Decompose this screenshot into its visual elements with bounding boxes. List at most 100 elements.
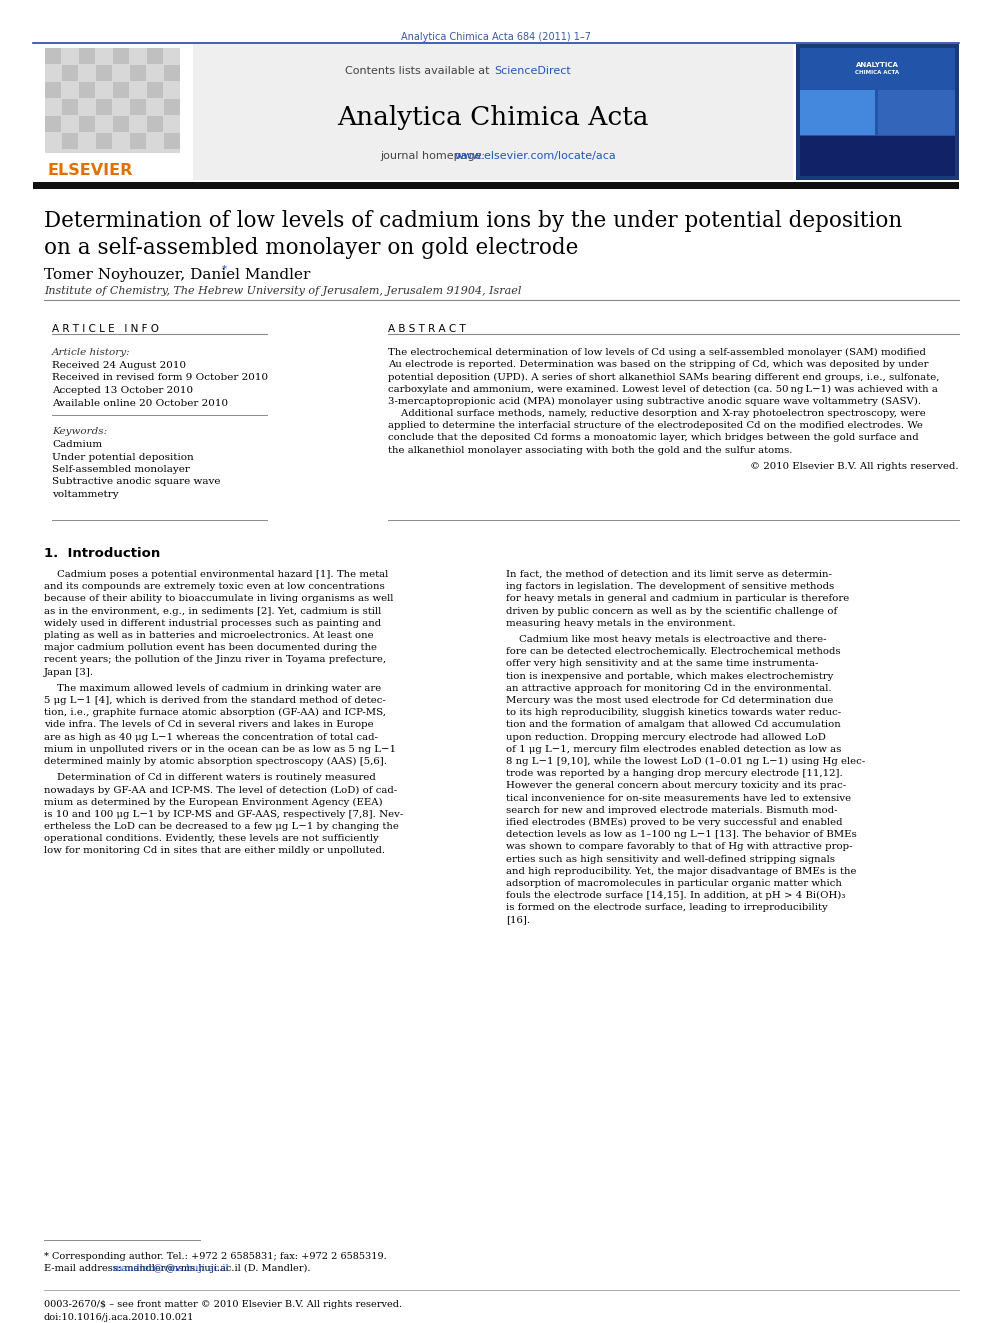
Bar: [193, 44, 793, 180]
Text: Contents lists available at: Contents lists available at: [345, 66, 493, 75]
Bar: [800, 48, 955, 176]
Text: [16].: [16].: [506, 916, 530, 925]
Bar: [800, 136, 955, 176]
Text: A R T I C L E   I N F O: A R T I C L E I N F O: [52, 324, 159, 333]
Text: ified electrodes (BMEs) proved to be very successful and enabled: ified electrodes (BMEs) proved to be ver…: [506, 818, 842, 827]
Text: journal homepage:: journal homepage:: [380, 151, 489, 161]
Bar: [45, 48, 61, 64]
Text: Au electrode is reported. Determination was based on the stripping of Cd, which : Au electrode is reported. Determination …: [388, 360, 929, 369]
Text: ScienceDirect: ScienceDirect: [494, 66, 570, 75]
Text: Tomer Noyhouzer, Daniel Mandler: Tomer Noyhouzer, Daniel Mandler: [44, 269, 310, 282]
Text: is 10 and 100 μg L−1 by ICP-MS and GF-AAS, respectively [7,8]. Nev-: is 10 and 100 μg L−1 by ICP-MS and GF-AA…: [44, 810, 404, 819]
Text: nowadays by GF-AA and ICP-MS. The level of detection (LoD) of cad-: nowadays by GF-AA and ICP-MS. The level …: [44, 786, 397, 795]
Bar: [96, 134, 112, 149]
Text: Available online 20 October 2010: Available online 20 October 2010: [52, 398, 228, 407]
Text: Self-assembled monolayer: Self-assembled monolayer: [52, 464, 189, 474]
Text: carboxylate and ammonium, were examined. Lowest level of detection (ca. 50 ng L−: carboxylate and ammonium, were examined.…: [388, 385, 937, 394]
Text: search for new and improved electrode materials. Bismuth mod-: search for new and improved electrode ma…: [506, 806, 837, 815]
Text: Mercury was the most used electrode for Cd determination due: Mercury was the most used electrode for …: [506, 696, 833, 705]
Text: to its high reproducibility, sluggish kinetics towards water reduc-: to its high reproducibility, sluggish ki…: [506, 708, 841, 717]
Text: and its compounds are extremely toxic even at low concentrations: and its compounds are extremely toxic ev…: [44, 582, 385, 591]
Text: E-mail address: mandler@vms.huji.ac.il (D. Mandler).: E-mail address: mandler@vms.huji.ac.il (…: [44, 1263, 310, 1273]
Text: Subtractive anodic square wave: Subtractive anodic square wave: [52, 478, 220, 487]
Text: determined mainly by atomic absorption spectroscopy (AAS) [5,6].: determined mainly by atomic absorption s…: [44, 757, 387, 766]
Text: Japan [3].: Japan [3].: [44, 668, 94, 676]
Text: tion, i.e., graphite furnace atomic absorption (GF-AA) and ICP-MS,: tion, i.e., graphite furnace atomic abso…: [44, 708, 386, 717]
Text: 0003-2670/$ – see front matter © 2010 Elsevier B.V. All rights reserved.: 0003-2670/$ – see front matter © 2010 El…: [44, 1301, 402, 1308]
Text: are as high as 40 μg L−1 whereas the concentration of total cad-: are as high as 40 μg L−1 whereas the con…: [44, 733, 378, 742]
Text: The maximum allowed levels of cadmium in drinking water are: The maximum allowed levels of cadmium in…: [44, 684, 381, 693]
Text: Institute of Chemistry, The Hebrew University of Jerusalem, Jerusalem 91904, Isr: Institute of Chemistry, The Hebrew Unive…: [44, 286, 522, 296]
Text: Keywords:: Keywords:: [52, 427, 107, 437]
Text: Under potential deposition: Under potential deposition: [52, 452, 193, 462]
Text: mium as determined by the European Environment Agency (EEA): mium as determined by the European Envir…: [44, 798, 383, 807]
Text: detection levels as low as 1–100 ng L−1 [13]. The behavior of BMEs: detection levels as low as 1–100 ng L−1 …: [506, 831, 857, 839]
Text: In fact, the method of detection and its limit serve as determin-: In fact, the method of detection and its…: [506, 570, 832, 579]
Bar: [79, 48, 95, 64]
Text: tion is inexpensive and portable, which makes electrochemistry: tion is inexpensive and portable, which …: [506, 672, 833, 680]
Bar: [62, 134, 78, 149]
Bar: [45, 116, 61, 132]
Text: upon reduction. Dropping mercury electrode had allowed LoD: upon reduction. Dropping mercury electro…: [506, 733, 826, 742]
Bar: [147, 48, 163, 64]
Text: Analytica Chimica Acta 684 (2011) 1–7: Analytica Chimica Acta 684 (2011) 1–7: [401, 32, 591, 42]
Text: 1.  Introduction: 1. Introduction: [44, 546, 161, 560]
Text: 8 ng L−1 [9,10], while the lowest LoD (1–0.01 ng L−1) using Hg elec-: 8 ng L−1 [9,10], while the lowest LoD (1…: [506, 757, 865, 766]
Bar: [45, 48, 180, 153]
Text: trode was reported by a hanging drop mercury electrode [11,12].: trode was reported by a hanging drop mer…: [506, 769, 843, 778]
Text: widely used in different industrial processes such as painting and: widely used in different industrial proc…: [44, 619, 381, 628]
Text: tical inconvenience for on-site measurements have led to extensive: tical inconvenience for on-site measurem…: [506, 794, 851, 803]
Bar: [878, 90, 955, 135]
Bar: [796, 44, 959, 180]
Text: conclude that the deposited Cd forms a monoatomic layer, which bridges between t: conclude that the deposited Cd forms a m…: [388, 434, 919, 442]
Bar: [130, 99, 146, 115]
Text: Analytica Chimica Acta: Analytica Chimica Acta: [337, 105, 649, 130]
Text: offer very high sensitivity and at the same time instrumenta-: offer very high sensitivity and at the s…: [506, 659, 818, 668]
Text: plating as well as in batteries and microelectronics. At least one: plating as well as in batteries and micr…: [44, 631, 374, 640]
Text: The electrochemical determination of low levels of Cd using a self-assembled mon: The electrochemical determination of low…: [388, 348, 926, 357]
Text: Determination of Cd in different waters is routinely measured: Determination of Cd in different waters …: [44, 773, 376, 782]
Bar: [79, 82, 95, 98]
Text: applied to determine the interfacial structure of the electrodeposited Cd on the: applied to determine the interfacial str…: [388, 421, 923, 430]
Text: the alkanethiol monolayer associating with both the gold and the sulfur atoms.: the alkanethiol monolayer associating wi…: [388, 446, 793, 455]
Text: voltammetry: voltammetry: [52, 490, 119, 499]
Text: © 2010 Elsevier B.V. All rights reserved.: © 2010 Elsevier B.V. All rights reserved…: [750, 462, 959, 471]
Text: low for monitoring Cd in sites that are either mildly or unpolluted.: low for monitoring Cd in sites that are …: [44, 847, 385, 856]
Text: Received 24 August 2010: Received 24 August 2010: [52, 361, 186, 370]
Text: and high reproducibility. Yet, the major disadvantage of BMEs is the: and high reproducibility. Yet, the major…: [506, 867, 856, 876]
Text: www.elsevier.com/locate/aca: www.elsevier.com/locate/aca: [455, 151, 617, 161]
Text: major cadmium pollution event has been documented during the: major cadmium pollution event has been d…: [44, 643, 377, 652]
Text: Cadmium: Cadmium: [52, 441, 102, 448]
Text: CHIMICA ACTA: CHIMICA ACTA: [855, 70, 899, 75]
Bar: [62, 65, 78, 81]
Text: fouls the electrode surface [14,15]. In addition, at pH > 4 Bi(OH)₃: fouls the electrode surface [14,15]. In …: [506, 892, 845, 901]
Text: because of their ability to bioaccumulate in living organisms as well: because of their ability to bioaccumulat…: [44, 594, 394, 603]
Text: measuring heavy metals in the environment.: measuring heavy metals in the environmen…: [506, 619, 736, 628]
Text: 5 μg L−1 [4], which is derived from the standard method of detec-: 5 μg L−1 [4], which is derived from the …: [44, 696, 386, 705]
Text: tion and the formation of amalgam that allowed Cd accumulation: tion and the formation of amalgam that a…: [506, 721, 841, 729]
Bar: [130, 134, 146, 149]
Bar: [164, 99, 180, 115]
Bar: [96, 99, 112, 115]
Text: doi:10.1016/j.aca.2010.10.021: doi:10.1016/j.aca.2010.10.021: [44, 1312, 194, 1322]
Bar: [130, 65, 146, 81]
Bar: [164, 65, 180, 81]
Text: ELSEVIER: ELSEVIER: [48, 163, 133, 179]
Bar: [33, 44, 193, 180]
Text: mium in unpolluted rivers or in the ocean can be as low as 5 ng L−1: mium in unpolluted rivers or in the ocea…: [44, 745, 396, 754]
Bar: [800, 90, 875, 135]
Text: Accepted 13 October 2010: Accepted 13 October 2010: [52, 386, 193, 396]
Text: ANALYTICA: ANALYTICA: [855, 62, 899, 67]
Text: A B S T R A C T: A B S T R A C T: [388, 324, 466, 333]
Bar: [147, 82, 163, 98]
Text: driven by public concern as well as by the scientific challenge of: driven by public concern as well as by t…: [506, 607, 837, 615]
Text: for heavy metals in general and cadmium in particular is therefore: for heavy metals in general and cadmium …: [506, 594, 849, 603]
Text: Cadmium like most heavy metals is electroactive and there-: Cadmium like most heavy metals is electr…: [506, 635, 826, 644]
Text: adsorption of macromolecules in particular organic matter which: adsorption of macromolecules in particul…: [506, 878, 842, 888]
Text: fore can be detected electrochemically. Electrochemical methods: fore can be detected electrochemically. …: [506, 647, 840, 656]
Text: mandler@vms.huji.ac.il: mandler@vms.huji.ac.il: [113, 1263, 229, 1273]
Text: operational conditions. Evidently, these levels are not sufficiently: operational conditions. Evidently, these…: [44, 835, 379, 843]
Text: Cadmium poses a potential environmental hazard [1]. The metal: Cadmium poses a potential environmental …: [44, 570, 388, 579]
Text: However the general concern about mercury toxicity and its prac-: However the general concern about mercur…: [506, 782, 846, 790]
Text: on a self-assembled monolayer on gold electrode: on a self-assembled monolayer on gold el…: [44, 237, 578, 259]
